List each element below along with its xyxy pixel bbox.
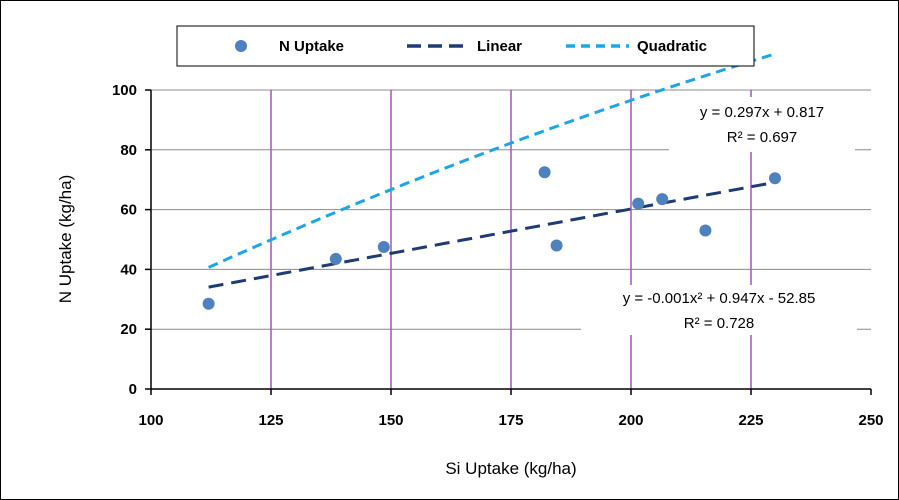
- trendlines: [207, 52, 776, 289]
- linear-r-squared: R² = 0.697: [727, 129, 797, 146]
- legend-box: [176, 25, 755, 67]
- data-point: [656, 193, 669, 206]
- x-tick-labels: 100 125 150 175 200 225 250: [138, 412, 883, 429]
- data-point: [329, 252, 342, 265]
- y-axis-title: N Uptake (kg/ha): [56, 175, 75, 304]
- data-point: [769, 172, 781, 185]
- quadratic-equation-box: [581, 285, 857, 335]
- linear-equation: y = 0.297x + 0.817: [700, 104, 824, 121]
- trendline-quadratic: [207, 52, 776, 269]
- data-points: [202, 166, 781, 310]
- y-tick-label: 60: [120, 202, 137, 219]
- x-tick-label: 250: [858, 412, 883, 429]
- x-tick-label: 100: [138, 412, 163, 429]
- linear-equation-box: [669, 97, 855, 152]
- y-tick-label: 0: [129, 381, 137, 398]
- equation-annotations: y = 0.297x + 0.817 R² = 0.697 y = -0.001…: [581, 97, 857, 335]
- x-tick-label: 125: [258, 412, 283, 429]
- data-point: [632, 197, 645, 210]
- data-point: [699, 224, 712, 237]
- x-tick-label: 150: [378, 412, 403, 429]
- quadratic-equation: y = -0.001x² + 0.947x - 52.85: [623, 290, 816, 307]
- y-tick-label: 40: [120, 261, 137, 278]
- x-tick-label: 225: [738, 412, 763, 429]
- data-point: [202, 297, 215, 310]
- x-tick-label: 175: [498, 412, 523, 429]
- legend: N Uptake Linear Quadratic: [176, 25, 755, 67]
- y-tick-label: 100: [112, 82, 137, 99]
- legend-label-linear: Linear: [477, 38, 522, 55]
- trendline-linear: [208, 180, 776, 289]
- legend-label-quadratic: Quadratic: [637, 38, 707, 55]
- tick-marks: [145, 89, 872, 395]
- x-tick-label: 200: [618, 412, 643, 429]
- data-point: [377, 240, 390, 253]
- legend-marker-n-uptake: [235, 40, 247, 52]
- legend-label-n-uptake: N Uptake: [279, 38, 344, 55]
- y-tick-labels: 0 20 40 60 80 100: [112, 82, 137, 398]
- x-axis-title: Si Uptake (kg/ha): [445, 459, 576, 478]
- data-point: [550, 239, 563, 252]
- data-point: [538, 166, 551, 179]
- y-tick-label: 20: [120, 321, 137, 338]
- quadratic-r-squared: R² = 0.728: [684, 315, 754, 332]
- y-tick-label: 80: [120, 142, 137, 159]
